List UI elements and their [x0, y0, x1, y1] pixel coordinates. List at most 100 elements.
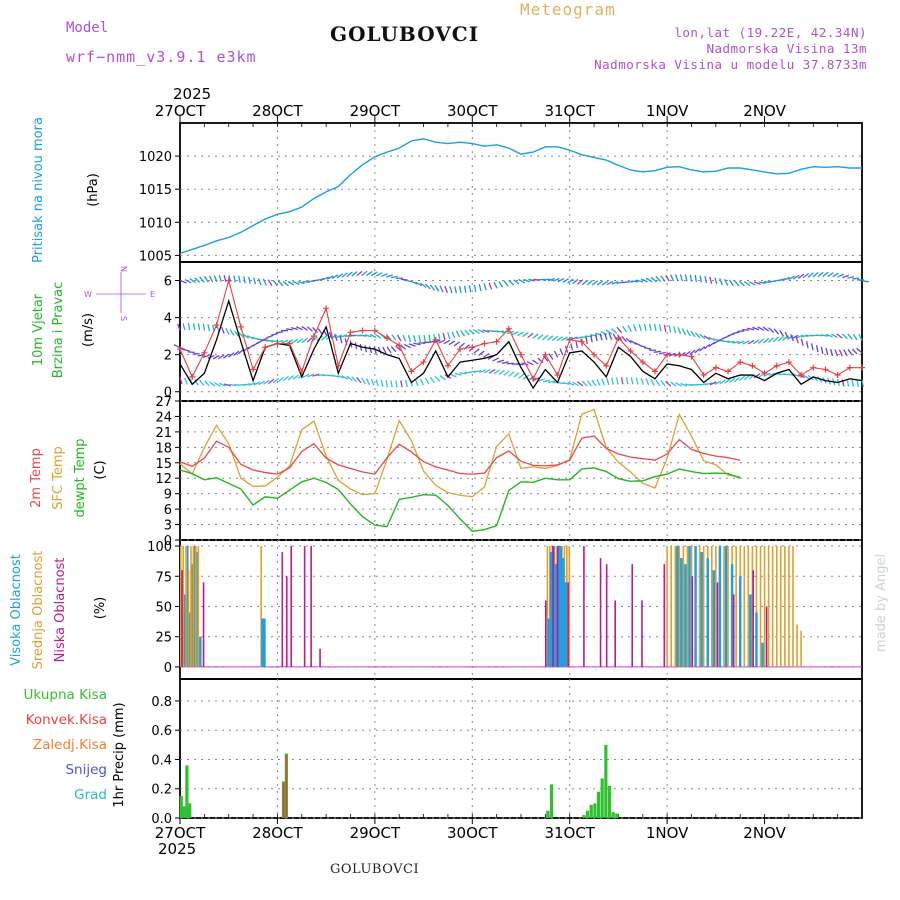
cloud-bar-low [181, 570, 183, 667]
cloud-bar-mid [767, 546, 770, 667]
wind-arrow [620, 377, 624, 385]
wind-arrow [306, 326, 313, 332]
wind-arrow [658, 324, 662, 332]
cloud-bar-high [688, 546, 691, 667]
cloud-bar-mid [698, 546, 701, 667]
wind-arrow [272, 279, 278, 287]
wind-arrow [542, 334, 549, 341]
precip-bar-total [593, 803, 597, 818]
wind-arrow [177, 323, 181, 331]
wind-arrow [233, 350, 240, 357]
wind-arrow [258, 380, 265, 386]
wind-arrow [364, 334, 372, 338]
wind-arrow [805, 341, 809, 349]
wind-arrow [551, 335, 559, 342]
wind-arrow [817, 271, 824, 278]
cloud-bar-mid [792, 546, 794, 667]
wind-arrow [459, 372, 467, 375]
cloud-bar-mid [775, 546, 778, 667]
wind-arrow [714, 277, 718, 285]
precip-bar-total [607, 785, 612, 818]
wind-arrow [197, 323, 201, 331]
wind-arrow [187, 351, 195, 354]
wind-arrow [837, 273, 845, 278]
cloud-bar-low [303, 546, 306, 667]
panel-frame-0 [179, 122, 863, 263]
precip-legend-frozen: Zaledj.Kisa [33, 737, 107, 753]
bottom-date-label: 29OCT [350, 824, 401, 842]
wind-arrow [681, 328, 686, 336]
wind-arrow [677, 327, 682, 335]
wind-arrow [653, 350, 661, 353]
gust-marker [554, 372, 561, 379]
wind-arrow [253, 381, 261, 386]
wind-arrow [802, 374, 810, 380]
wind-arrow [660, 380, 666, 387]
wind-arrow [660, 275, 666, 282]
wind-arrow [733, 280, 740, 287]
top-date-label: 2NOV [743, 102, 786, 120]
cloud-bar-high [547, 618, 550, 667]
wind-arrow [199, 276, 205, 283]
wind-arrow [753, 373, 761, 379]
wind-arrow [361, 270, 368, 277]
wind-arrow [654, 323, 657, 331]
wind-unit: (m/s) [81, 313, 96, 347]
wind-arrow [369, 333, 377, 339]
wind-arrow [439, 375, 446, 381]
wind-arrow [822, 271, 829, 278]
wind-arrow [668, 325, 672, 333]
y-tick-label: 1020 [139, 150, 172, 165]
wind-arrow [448, 340, 456, 346]
wind-arrow [714, 380, 722, 385]
wind-arrow [207, 354, 215, 359]
wind-arrow [225, 327, 230, 335]
wind-arrow [724, 378, 731, 384]
precip-legend-conv: Konvek.Kisa [26, 712, 107, 728]
wind-arrow [424, 283, 431, 290]
wind-arrow [238, 275, 241, 283]
cloud-bar-low [691, 576, 694, 667]
gust-marker [688, 353, 695, 360]
y-tick-label: 25 [155, 631, 172, 646]
wind-arrow [606, 280, 614, 286]
cloud-bar-high [738, 576, 742, 667]
y-tick-label: 0.0 [151, 812, 172, 827]
cloud-bar-low [202, 582, 205, 667]
wind-arrow [331, 374, 340, 378]
gust-marker [432, 336, 439, 343]
wind-arrow [694, 332, 701, 339]
wind-arrow [686, 329, 691, 337]
wind-arrow [336, 374, 344, 379]
top-date-label: 27OCT [155, 102, 206, 120]
wind-arrow [601, 280, 609, 286]
wind-arrow [335, 334, 343, 339]
cloud-bar-mid [197, 546, 200, 667]
wind-title-2: Brzina i Pravac [51, 282, 66, 379]
wind-arrow [577, 279, 584, 285]
gust-marker [749, 362, 756, 369]
y-tick-label: 1005 [139, 249, 172, 264]
wind-arrow [218, 382, 226, 387]
wind-arrow [856, 379, 859, 388]
cloud-bar-low [614, 600, 616, 667]
wind-arrow [488, 368, 496, 374]
y-tick-label: 75 [155, 570, 172, 585]
wind-arrow [247, 344, 254, 350]
station-title: GOLUBOVCI [330, 22, 480, 46]
precip-bar-conv [285, 755, 288, 818]
gust-marker [444, 362, 451, 369]
wind-arrow [655, 379, 661, 387]
wind-arrow [498, 369, 505, 376]
precip-bar-total [582, 815, 586, 818]
cloud-bar-mid [674, 546, 677, 667]
wind-arrow [747, 339, 755, 345]
gust-marker [469, 344, 476, 351]
cloud-bar-low [631, 564, 634, 667]
gust-marker [810, 364, 817, 371]
wind-arrow [631, 280, 639, 283]
precip-bar-total [589, 804, 593, 818]
wind-arrow [428, 334, 431, 342]
precip-legend-hail: Grad [74, 787, 107, 803]
precip-unit: 1hr Precip (mm) [112, 702, 127, 807]
